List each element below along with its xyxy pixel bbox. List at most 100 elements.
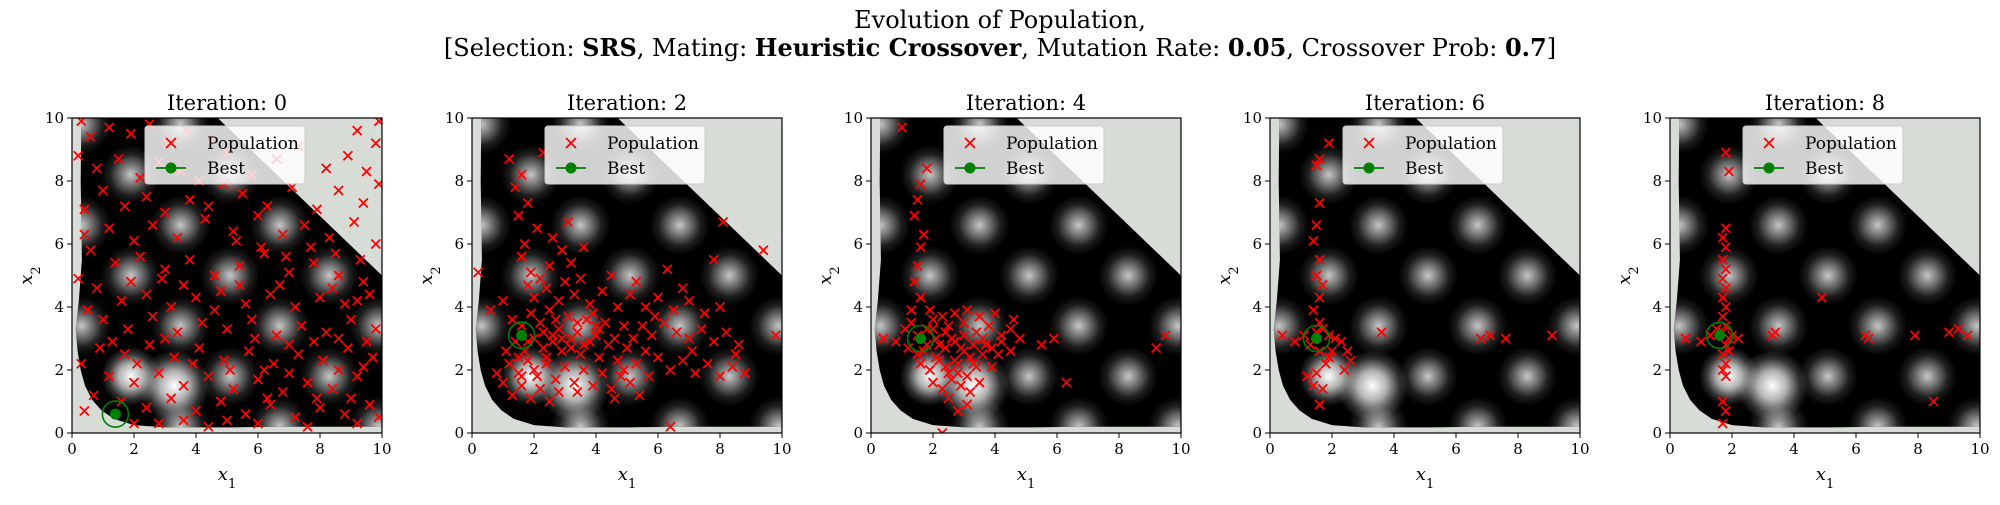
title-part-3: Heuristic Crossover bbox=[755, 33, 1022, 62]
y-tick-label: 4 bbox=[454, 298, 464, 316]
y-tick-label: 6 bbox=[454, 235, 464, 253]
y-axis-label: x2 bbox=[416, 266, 444, 284]
title-part-7: 0.7 bbox=[1505, 33, 1547, 62]
peak bbox=[799, 145, 859, 205]
peak bbox=[650, 195, 710, 255]
legend-best-label: Best bbox=[1405, 159, 1443, 179]
y-tick-label: 2 bbox=[454, 361, 464, 379]
subplot-title: Iteration: 4 bbox=[966, 91, 1086, 115]
legend-population-label: Population bbox=[1805, 134, 1897, 154]
best-point bbox=[110, 409, 121, 420]
peak bbox=[1497, 447, 1557, 500]
legend-best-marker bbox=[1764, 163, 1775, 174]
peak bbox=[950, 195, 1010, 255]
peak bbox=[101, 246, 161, 306]
title-part-5: 0.05 bbox=[1228, 33, 1286, 62]
x-axis-label: x1 bbox=[618, 464, 636, 492]
y-tick-label: 8 bbox=[1252, 172, 1262, 190]
legend-population-label: Population bbox=[607, 134, 699, 154]
peak bbox=[699, 447, 759, 500]
subplot-title: Iteration: 6 bbox=[1365, 91, 1485, 115]
peak bbox=[1736, 350, 1808, 422]
y-tick-label: 10 bbox=[1643, 109, 1662, 127]
peak bbox=[799, 346, 859, 406]
peak bbox=[1897, 246, 1957, 306]
y-tick-label: 6 bbox=[853, 235, 863, 253]
peak bbox=[1597, 346, 1657, 406]
peak bbox=[200, 447, 260, 500]
y-tick-label: 0 bbox=[454, 424, 464, 442]
legend-best-marker bbox=[1364, 163, 1375, 174]
peak bbox=[299, 447, 359, 500]
y-axis-label: x2 bbox=[1214, 266, 1242, 284]
x-tick-label: 0 bbox=[866, 440, 876, 458]
peak bbox=[399, 145, 459, 205]
y-tick-label: 10 bbox=[844, 109, 863, 127]
y-tick-label: 2 bbox=[1652, 361, 1662, 379]
title-part-1: SRS bbox=[582, 33, 637, 62]
peak bbox=[600, 447, 660, 500]
y-tick-label: 6 bbox=[54, 235, 64, 253]
x-tick-label: 0 bbox=[1265, 440, 1275, 458]
peak bbox=[1049, 195, 1109, 255]
peak bbox=[1699, 246, 1759, 306]
x-tick-label: 10 bbox=[372, 440, 391, 458]
peak bbox=[1798, 447, 1858, 500]
best-point bbox=[1311, 333, 1322, 344]
y-tick-label: 10 bbox=[1243, 109, 1262, 127]
y-tick-label: 0 bbox=[1252, 424, 1262, 442]
x-axis-label: x1 bbox=[1017, 464, 1035, 492]
y-tick-label: 0 bbox=[1652, 424, 1662, 442]
title-part-8: ] bbox=[1547, 34, 1556, 62]
x-tick-label: 4 bbox=[591, 440, 601, 458]
x-tick-label: 2 bbox=[129, 440, 139, 458]
x-tick-label: 4 bbox=[990, 440, 1000, 458]
peak bbox=[749, 296, 809, 356]
peak bbox=[399, 346, 459, 406]
y-tick-label: 10 bbox=[445, 109, 464, 127]
peak bbox=[1299, 246, 1359, 306]
peak bbox=[900, 246, 960, 306]
peak bbox=[1098, 246, 1158, 306]
peak bbox=[1547, 296, 1607, 356]
peak bbox=[1597, 145, 1657, 205]
peak bbox=[1349, 195, 1409, 255]
peak bbox=[551, 195, 611, 255]
peak bbox=[1198, 447, 1258, 500]
y-tick-label: 6 bbox=[1252, 235, 1262, 253]
peak bbox=[1098, 447, 1158, 500]
legend-best-marker bbox=[965, 163, 976, 174]
subplot-title: Iteration: 2 bbox=[567, 91, 687, 115]
x-tick-label: 4 bbox=[1789, 440, 1799, 458]
x-tick-label: 6 bbox=[1451, 440, 1461, 458]
figure-title-line2: [Selection: SRS, Mating: Heuristic Cross… bbox=[444, 33, 1556, 62]
x-tick-label: 6 bbox=[253, 440, 263, 458]
peak bbox=[1848, 296, 1908, 356]
y-tick-label: 4 bbox=[54, 298, 64, 316]
peak bbox=[1798, 246, 1858, 306]
legend-population-label: Population bbox=[207, 134, 299, 154]
x-tick-label: 8 bbox=[1114, 440, 1124, 458]
title-part-0: [Selection: bbox=[444, 34, 582, 62]
peak bbox=[1749, 296, 1809, 356]
peak bbox=[151, 296, 211, 356]
peak bbox=[950, 296, 1010, 356]
x-tick-label: 10 bbox=[1171, 440, 1190, 458]
peak bbox=[1398, 246, 1458, 306]
peak bbox=[1448, 195, 1508, 255]
x-tick-label: 6 bbox=[1052, 440, 1062, 458]
peak bbox=[1049, 296, 1109, 356]
x-tick-label: 4 bbox=[1389, 440, 1399, 458]
peak bbox=[1198, 346, 1258, 406]
x-tick-label: 2 bbox=[928, 440, 938, 458]
y-tick-label: 8 bbox=[853, 172, 863, 190]
peak bbox=[1798, 346, 1858, 406]
